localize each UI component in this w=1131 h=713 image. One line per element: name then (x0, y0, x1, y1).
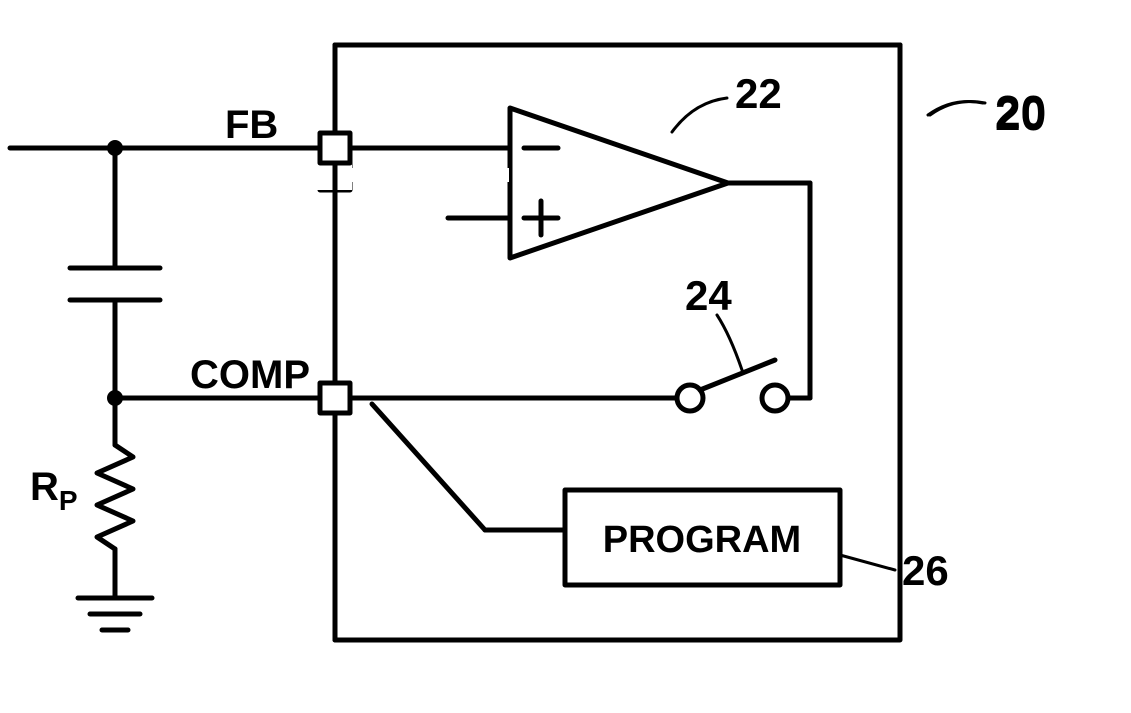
ref-22-label-f: 22 (735, 70, 782, 117)
circuit-diagram: 20 22 22 (0, 0, 1131, 713)
ref-26-label: 26 (902, 547, 949, 594)
ref-24-label: 24 (685, 272, 732, 319)
comp-pad (320, 383, 350, 413)
fb-label: FB (225, 103, 278, 147)
svg-text:20: 20 (995, 86, 1046, 138)
switch-node-right (762, 385, 788, 411)
program-label: PROGRAM (603, 519, 801, 561)
comp-label: COMP (190, 353, 310, 397)
